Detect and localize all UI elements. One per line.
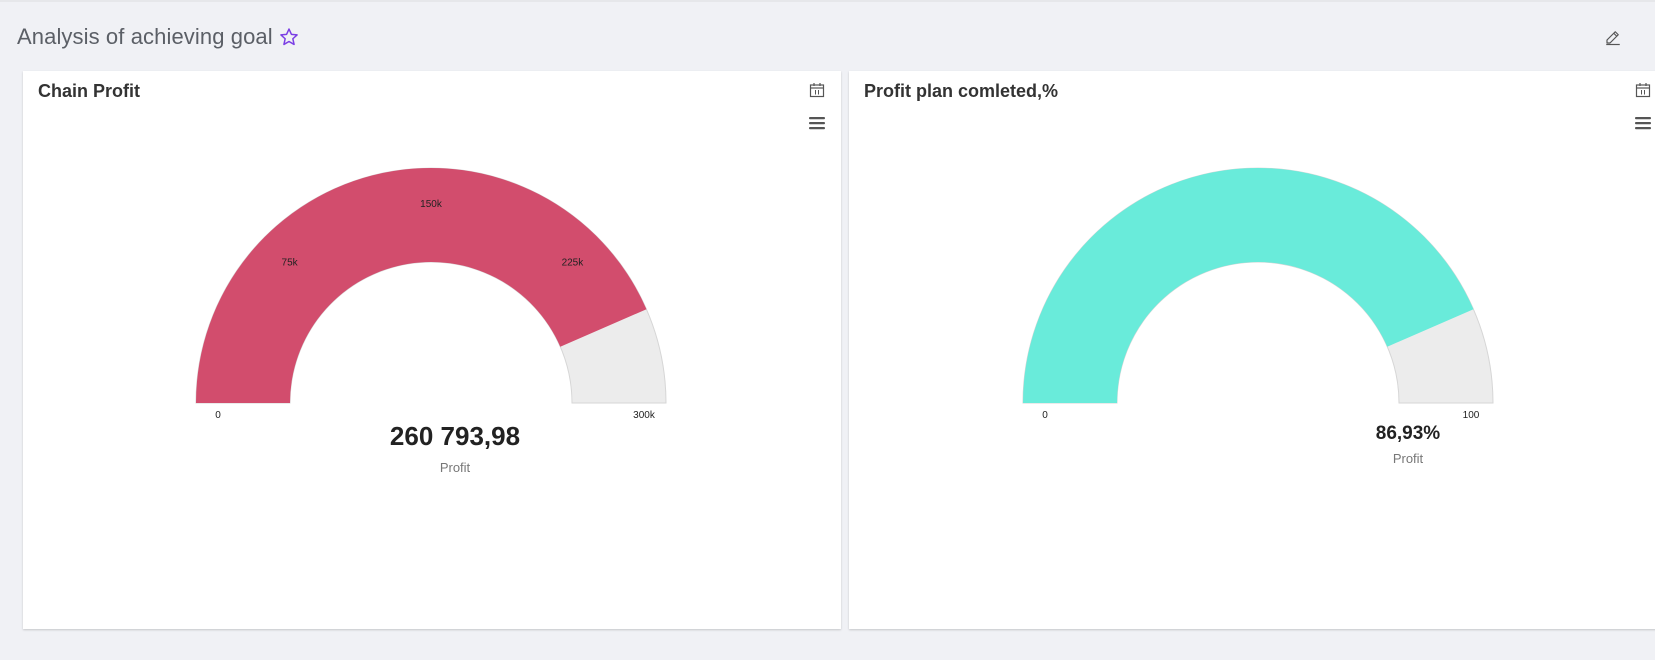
gauge-max-label: 300k [633, 410, 656, 421]
hamburger-menu-icon[interactable] [1634, 115, 1652, 131]
pencil-icon[interactable] [1604, 28, 1622, 46]
calendar-icon[interactable] [809, 82, 825, 98]
gauge-tick-label: 150k [420, 199, 443, 210]
panel-title: Profit plan comleted,% [864, 81, 1059, 101]
gauge-value-arc[interactable] [196, 168, 647, 403]
gauge-value: 260 793,98 [389, 421, 521, 451]
gauge-value: 86,93% [1375, 423, 1441, 444]
gauge-min-label: 0 [1042, 410, 1048, 421]
gauge-tick-label: 75k [282, 258, 299, 269]
gauge-caption: Profit [1392, 451, 1424, 466]
top-border [0, 0, 1655, 2]
calendar-icon[interactable] [1635, 82, 1651, 98]
dashboard-header: Analysis of achieving goal [17, 20, 299, 54]
chain-profit-gauge: 0 300k 75k 150k 225k [195, 167, 667, 421]
hamburger-menu-icon[interactable] [808, 115, 826, 131]
gauge-value-arc[interactable] [1023, 168, 1474, 403]
star-icon[interactable] [279, 27, 299, 47]
gauge-caption: Profit [439, 460, 471, 475]
page-title: Analysis of achieving goal [17, 24, 273, 49]
profit-plan-panel: Profit plan comleted,% 0 100 86,93% Profi… [849, 71, 1655, 629]
gauge-tick-label: 225k [562, 258, 585, 269]
gauge-min-label: 0 [215, 410, 221, 421]
profit-plan-gauge: 0 100 [1022, 167, 1494, 421]
gauge-max-label: 100 [1463, 410, 1480, 421]
panel-title: Chain Profit [38, 81, 140, 101]
chain-profit-panel: Chain Profit 0 300k 75k 150k 225k 260 793,98… [23, 71, 841, 629]
